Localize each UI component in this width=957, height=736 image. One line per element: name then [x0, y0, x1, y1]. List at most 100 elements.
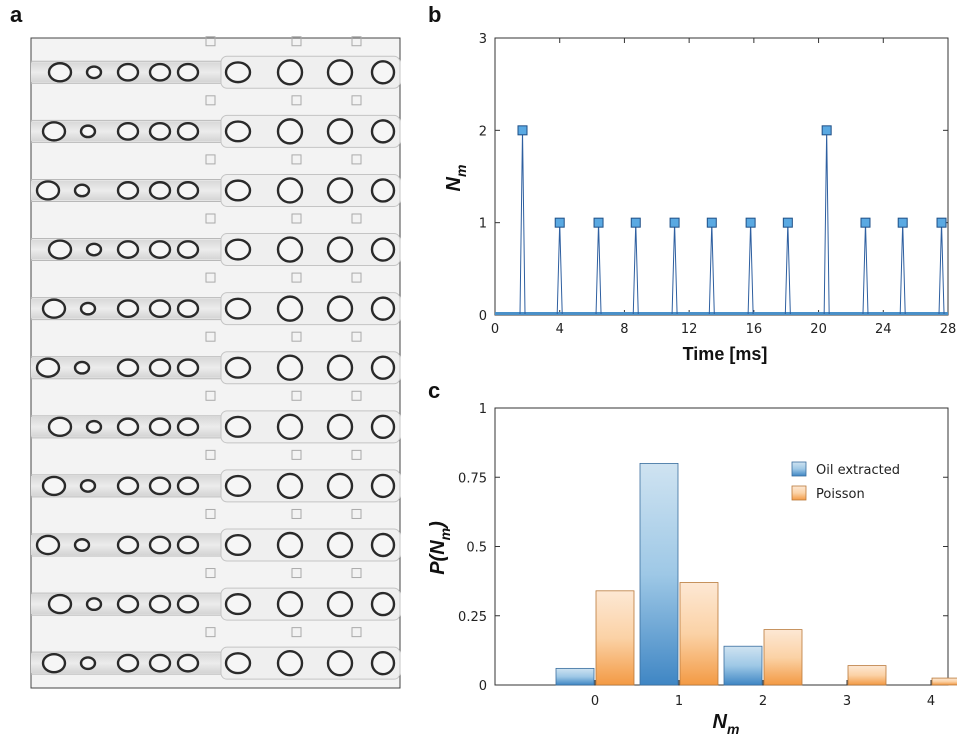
droplet — [148, 299, 172, 319]
marker-square — [205, 449, 216, 460]
droplet — [326, 59, 354, 86]
spike-line — [899, 222, 906, 315]
bar-poisson — [931, 677, 957, 686]
marker-square — [351, 331, 362, 342]
chamber — [220, 233, 401, 267]
marker-square — [351, 95, 362, 106]
microscopy-image — [30, 36, 401, 689]
droplet — [148, 476, 172, 496]
droplet — [176, 476, 200, 496]
droplet — [116, 594, 140, 614]
droplet — [370, 119, 396, 144]
svg-text:P(Nm): P(Nm) — [427, 521, 453, 575]
y-tick-label-c: 0 — [479, 679, 487, 694]
chamber — [220, 646, 401, 680]
chamber — [220, 469, 401, 503]
svg-text:Nm: Nm — [713, 711, 740, 736]
x-axis-title-c: Nm — [713, 711, 740, 736]
droplet — [326, 354, 354, 381]
droplet — [224, 297, 252, 320]
legend-swatch — [791, 461, 807, 477]
marker-square — [205, 95, 216, 106]
droplet — [326, 649, 354, 677]
droplet — [370, 237, 396, 262]
droplet — [224, 356, 252, 379]
droplet — [148, 240, 172, 259]
spike-marker — [745, 217, 756, 228]
chamber — [220, 587, 401, 621]
marker-square — [205, 568, 216, 579]
droplet — [47, 593, 73, 615]
marker-square — [205, 331, 216, 342]
y-tick-label-c: 0.5 — [466, 541, 487, 556]
droplet — [176, 62, 200, 82]
droplet — [148, 535, 172, 555]
spike-marker — [782, 217, 793, 228]
plot-frame-b — [494, 37, 949, 316]
marker-square — [205, 508, 216, 519]
droplet — [79, 301, 97, 316]
spike-line — [519, 130, 526, 315]
y-tick-label-c: 1 — [479, 402, 487, 417]
marker-square — [351, 508, 362, 519]
droplet — [276, 118, 304, 145]
droplet — [116, 240, 140, 259]
droplet — [224, 120, 252, 143]
droplet — [176, 299, 200, 319]
droplet — [79, 478, 97, 493]
marker-square — [291, 568, 302, 579]
x-tick-label-c: 0 — [591, 694, 599, 709]
droplet — [370, 178, 396, 203]
droplet — [176, 653, 200, 673]
marker-square — [351, 449, 362, 460]
droplet — [176, 121, 200, 141]
marker-square — [291, 508, 302, 519]
x-tick-label-c: 2 — [759, 694, 767, 709]
droplet — [326, 531, 354, 559]
droplet — [370, 355, 396, 380]
chamber — [220, 528, 401, 562]
droplet — [326, 472, 354, 500]
droplet — [41, 121, 67, 142]
y-tick-label-c: 0.25 — [458, 610, 487, 625]
droplet — [35, 357, 61, 378]
droplet — [79, 656, 97, 671]
y-tick-label-b: 1 — [479, 217, 487, 232]
droplet — [73, 538, 91, 552]
droplet — [73, 360, 91, 375]
x-tick-label-c: 3 — [843, 694, 851, 709]
marker-square — [351, 213, 362, 224]
marker-square — [291, 95, 302, 106]
panel-label-a: a — [10, 2, 23, 27]
droplet — [47, 239, 73, 260]
x-tick-label-b: 0 — [491, 322, 499, 337]
droplet — [370, 414, 396, 440]
droplet — [326, 118, 354, 145]
droplet — [176, 594, 200, 614]
droplet — [224, 474, 252, 497]
marker-square — [291, 627, 302, 638]
droplet — [116, 121, 140, 141]
y-axis-title-b: Nm — [443, 165, 469, 192]
droplet — [116, 299, 140, 319]
marker-square — [291, 272, 302, 283]
droplet — [148, 62, 172, 82]
droplet — [276, 649, 304, 677]
droplet — [116, 535, 140, 555]
droplet — [79, 124, 97, 139]
droplet — [85, 419, 103, 434]
droplet — [176, 181, 200, 200]
marker-square — [205, 390, 216, 401]
droplet — [224, 593, 252, 616]
droplet — [276, 295, 304, 322]
panel-label-c: c — [428, 378, 441, 403]
y-tick-label-b: 3 — [479, 32, 487, 47]
droplet — [276, 177, 304, 204]
droplet — [370, 532, 396, 558]
spike-marker — [897, 217, 908, 228]
legend-swatch — [791, 485, 807, 501]
droplet — [47, 62, 73, 83]
bar-oil-extracted — [639, 462, 679, 686]
droplet — [116, 358, 140, 378]
